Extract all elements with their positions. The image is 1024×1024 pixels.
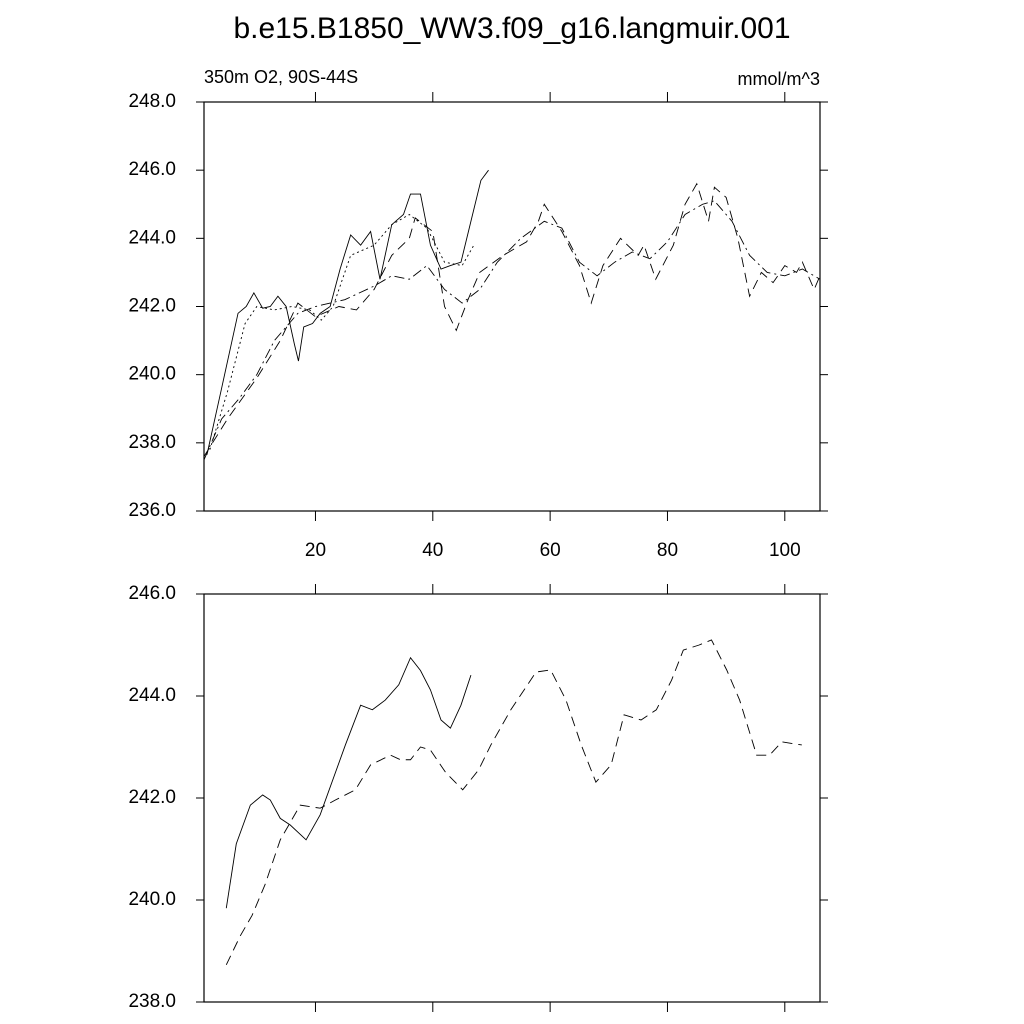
x-tick-label: 60 <box>540 540 561 561</box>
y-tick-label: 244.0 <box>128 685 176 706</box>
series-line <box>209 213 475 450</box>
series-line <box>206 169 489 455</box>
plot-frame <box>203 593 821 1003</box>
series-line <box>225 639 802 965</box>
y-tick-label: 242.0 <box>128 296 176 317</box>
series-line <box>225 656 472 909</box>
y-tick-label: 240.0 <box>128 364 176 385</box>
x-tick-label: 80 <box>657 540 678 561</box>
y-tick-label: 236.0 <box>128 500 176 521</box>
y-tick-label: 242.0 <box>128 787 176 808</box>
y-tick-label: 246.0 <box>128 583 176 604</box>
y-tick-label: 238.0 <box>128 432 176 453</box>
x-tick-label: 40 <box>422 540 443 561</box>
y-tick-label: 246.0 <box>128 159 176 180</box>
subtitle-left: 350m O2, 90S-44S <box>204 67 358 87</box>
x-tick-label: 100 <box>769 540 801 561</box>
x-tick-label: 20 <box>305 540 326 561</box>
y-tick-label: 238.0 <box>128 991 176 1012</box>
chart-title: b.e15.B1850_WW3.f09_g16.langmuir.001 <box>233 12 790 45</box>
series-line <box>203 200 821 461</box>
subtitle-right: mmol/m^3 <box>738 69 820 89</box>
y-tick-label: 248.0 <box>128 91 176 112</box>
y-tick-label: 244.0 <box>128 227 176 248</box>
series-line <box>203 182 821 457</box>
y-tick-label: 240.0 <box>128 889 176 910</box>
